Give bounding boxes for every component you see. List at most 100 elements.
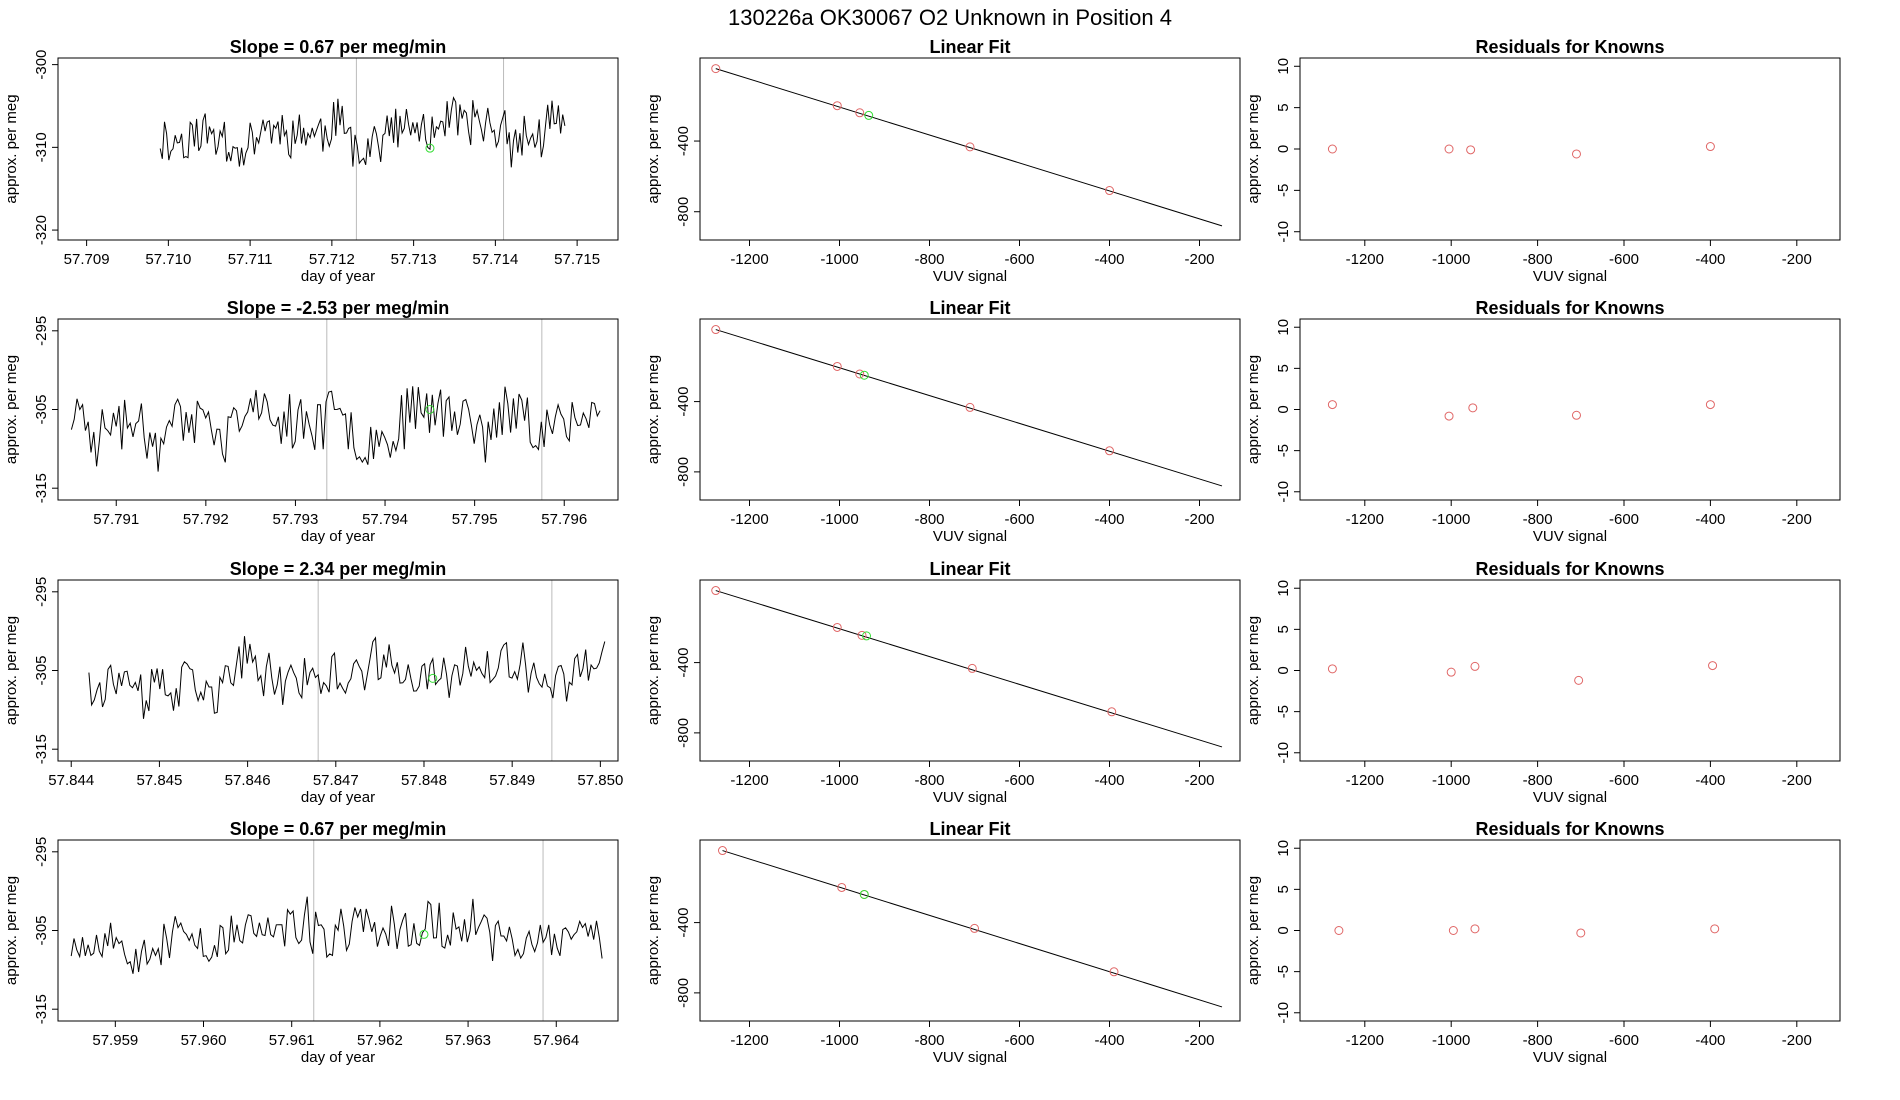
plot-frame — [699, 839, 1241, 1022]
known-point — [965, 402, 975, 412]
known-point — [1105, 186, 1114, 196]
plot-area — [1327, 142, 1715, 159]
panel-1-2: Linear Fit -400 -800 approx. per meg -1200 -1… — [645, 37, 1241, 285]
y-tick-label: 0 — [1275, 666, 1292, 674]
plot-frame — [1299, 57, 1841, 241]
fit-line — [722, 850, 1223, 1008]
x-tick-label: -400 — [1695, 772, 1725, 789]
y-axis-label: approx. per meg — [1245, 355, 1262, 464]
x-tick-label: -200 — [1782, 511, 1812, 528]
panel-4-3: Residuals for Knowns 10 5 0 -5 -10 approx. per… — [1245, 819, 1841, 1066]
x-tick-label: -600 — [1609, 251, 1639, 268]
x-axis-label: day of year — [301, 789, 375, 806]
panel-title: Linear Fit — [929, 37, 1010, 57]
y-tick-label: 10 — [1275, 580, 1292, 597]
fit-line — [715, 329, 1223, 487]
y-tick-label: 0 — [1275, 405, 1292, 413]
plot-area — [711, 64, 1223, 227]
plot-frame — [57, 318, 619, 501]
panel-2-2: Linear Fit -400 -800 approx. per meg -1200 -1… — [645, 298, 1241, 545]
x-tick-label: -200 — [1782, 1032, 1812, 1049]
plot-area — [1327, 400, 1715, 421]
y-tick-label: -800 — [675, 197, 692, 227]
residual-point — [1327, 144, 1337, 154]
x-tick-label: -400 — [1094, 1032, 1124, 1049]
x-tick-label: -1200 — [1346, 511, 1384, 528]
y-tick-label: 10 — [1275, 840, 1292, 857]
plot-frame — [57, 839, 619, 1022]
y-tick-label: -320 — [33, 215, 50, 245]
residual-point — [1466, 145, 1476, 155]
series-line — [88, 636, 606, 719]
known-point — [1107, 707, 1117, 717]
x-tick-label: 57.844 — [48, 772, 94, 789]
x-tick-label: -800 — [1523, 251, 1553, 268]
x-tick-label: -400 — [1695, 1032, 1725, 1049]
x-tick-label: -1200 — [1346, 251, 1384, 268]
y-tick-label: -305 — [33, 915, 50, 945]
x-tick-label: 57.964 — [533, 1032, 579, 1049]
panel-grid: Slope = 0.67 per meg/min -300 -310 -320 appr… — [3, 37, 1841, 1066]
plot-frame — [699, 579, 1241, 762]
panel-title: Linear Fit — [929, 819, 1010, 839]
residual-point — [1710, 924, 1720, 934]
x-tick-label: 57.846 — [225, 772, 271, 789]
y-tick-label: 5 — [1275, 625, 1292, 633]
y-axis-label: approx. per meg — [645, 616, 662, 725]
x-tick-label: -800 — [1523, 1032, 1553, 1049]
x-tick-label: -200 — [1184, 772, 1214, 789]
residual-point — [1574, 675, 1584, 685]
x-tick-label: -1200 — [1346, 772, 1384, 789]
x-tick-label: 57.796 — [541, 511, 587, 528]
plot-area — [1327, 661, 1718, 685]
panel-title: Slope = -2.53 per meg/min — [227, 298, 450, 318]
residual-point — [1334, 926, 1344, 935]
residual-point — [1444, 144, 1454, 154]
x-tick-label: -1200 — [730, 511, 768, 528]
plot-area — [711, 586, 1223, 748]
x-tick-label: -800 — [914, 251, 944, 268]
residual-point — [1576, 928, 1586, 938]
known-point — [711, 586, 721, 596]
plot-area — [70, 319, 601, 500]
x-axis-label: VUV signal — [1533, 789, 1607, 806]
x-tick-label: -800 — [1523, 511, 1553, 528]
y-tick-label: 0 — [1275, 926, 1292, 934]
y-tick-label: -10 — [1275, 1002, 1292, 1024]
x-axis-label: day of year — [301, 528, 375, 545]
y-tick-label: -5 — [1275, 184, 1292, 197]
unknown-point — [425, 143, 435, 153]
x-tick-label: -200 — [1184, 511, 1214, 528]
y-tick-label: -295 — [33, 316, 50, 346]
y-tick-label: 5 — [1275, 885, 1292, 893]
residual-point — [1470, 924, 1480, 934]
x-axis-label: VUV signal — [1533, 528, 1607, 545]
y-axis-label: approx. per meg — [1245, 94, 1262, 203]
x-axis-label: day of year — [301, 1049, 375, 1066]
x-tick-label: 57.962 — [357, 1032, 403, 1049]
x-tick-label: 57.715 — [554, 251, 600, 268]
x-tick-label: -1000 — [820, 511, 858, 528]
y-tick-label: -310 — [33, 132, 50, 162]
known-point — [832, 622, 842, 632]
y-tick-label: -305 — [33, 394, 50, 424]
y-tick-label: -10 — [1275, 742, 1292, 764]
panel-2-3: Residuals for Knowns 10 5 0 -5 -10 approx. per… — [1245, 298, 1841, 545]
plot-area — [718, 846, 1223, 1008]
y-tick-label: -400 — [675, 126, 692, 156]
unknown-point — [428, 673, 438, 683]
known-point — [718, 846, 727, 856]
y-tick-label: -5 — [1275, 965, 1292, 978]
residual-point — [1327, 400, 1337, 410]
known-point — [832, 361, 842, 371]
x-tick-label: 57.710 — [145, 251, 191, 268]
residual-point — [1446, 667, 1456, 677]
known-point — [857, 630, 867, 640]
x-tick-label: 57.793 — [272, 511, 318, 528]
x-tick-label: 57.794 — [362, 511, 408, 528]
panel-title: Slope = 0.67 per meg/min — [230, 37, 447, 57]
y-tick-label: -10 — [1275, 221, 1292, 243]
y-tick-label: 10 — [1275, 58, 1292, 75]
x-tick-label: -200 — [1782, 772, 1812, 789]
